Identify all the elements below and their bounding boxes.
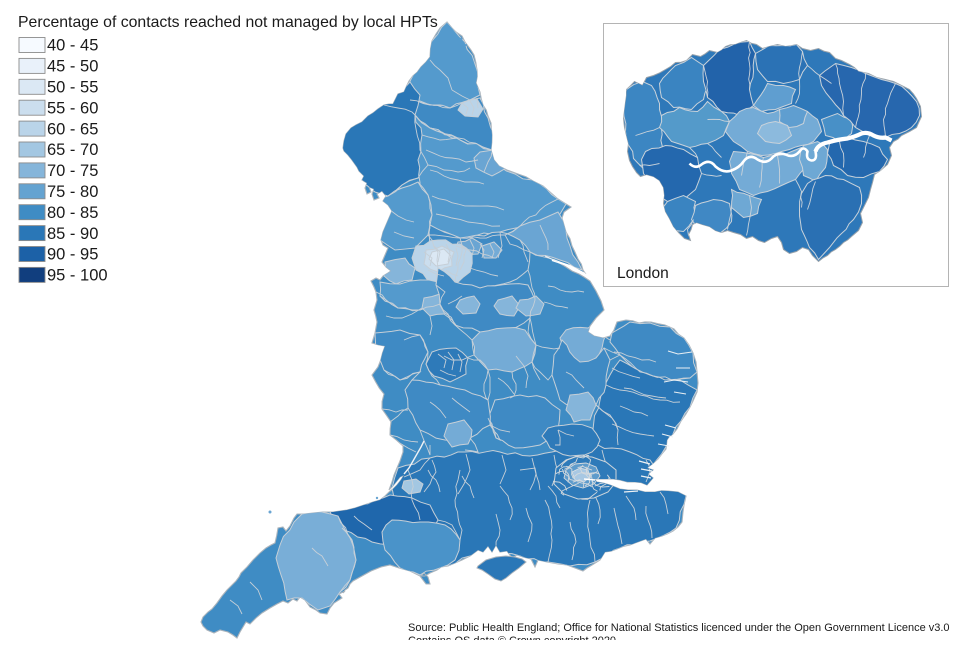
svg-text:Source: Public Health England;: Source: Public Health England; Office fo… xyxy=(408,622,950,634)
svg-text:Contains OS data © Crown copyr: Contains OS data © Crown copyright 2020 xyxy=(408,635,616,640)
svg-text:95 - 100: 95 - 100 xyxy=(47,267,108,285)
svg-text:55 - 60: 55 - 60 xyxy=(47,99,98,117)
svg-text:80 - 85: 80 - 85 xyxy=(47,204,98,222)
svg-text:Percentage of contacts reached: Percentage of contacts reached not manag… xyxy=(18,14,438,31)
svg-text:75 - 80: 75 - 80 xyxy=(47,183,98,201)
svg-text:65 - 70: 65 - 70 xyxy=(47,141,98,159)
svg-text:90 - 95: 90 - 95 xyxy=(47,246,98,264)
svg-text:London: London xyxy=(617,265,669,282)
svg-text:85 - 90: 85 - 90 xyxy=(47,225,98,243)
svg-text:50 - 55: 50 - 55 xyxy=(47,79,98,97)
svg-text:40 - 45: 40 - 45 xyxy=(47,37,98,55)
svg-text:45 - 50: 45 - 50 xyxy=(47,58,98,76)
svg-text:70 - 75: 70 - 75 xyxy=(47,162,98,180)
svg-text:60 - 65: 60 - 65 xyxy=(47,120,98,138)
